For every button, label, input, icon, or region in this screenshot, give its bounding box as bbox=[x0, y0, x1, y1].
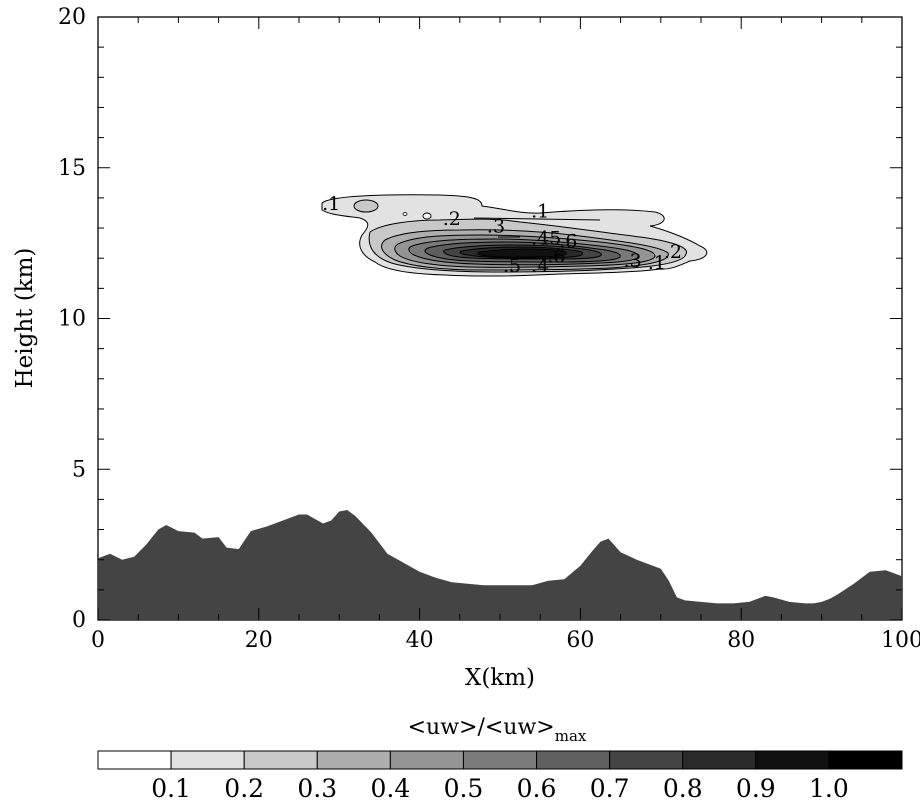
colorbar-boxes bbox=[98, 751, 902, 769]
contour-label: .3 bbox=[487, 216, 505, 238]
contour-island bbox=[423, 213, 431, 219]
colorbar-box bbox=[683, 751, 756, 769]
colorbar-tick-label: 0.7 bbox=[590, 774, 630, 801]
colorbar-tick-label: 0.9 bbox=[736, 774, 776, 801]
terrain-area bbox=[98, 510, 902, 620]
y-tick-label: 5 bbox=[72, 457, 86, 482]
contour-label: .2 bbox=[664, 241, 682, 263]
colorbar-box bbox=[317, 751, 390, 769]
contour-island bbox=[354, 200, 378, 212]
contour-label: .6 bbox=[547, 246, 565, 268]
colorbar: <uw>/<uw>max 0.1 0.2 0.3 0.4 0.5 0.6 0.7 0.8 0.9… bbox=[98, 715, 902, 801]
colorbar-box bbox=[244, 751, 317, 769]
colorbar-title-sub: max bbox=[555, 727, 587, 745]
colorbar-box bbox=[756, 751, 829, 769]
contour-label: .2 bbox=[443, 208, 461, 230]
x-tick-label: 60 bbox=[566, 628, 594, 653]
colorbar-box bbox=[171, 751, 244, 769]
terrain-layer bbox=[98, 510, 902, 620]
contour-label: .3 bbox=[624, 250, 642, 272]
colorbar-tick-label: 0.5 bbox=[444, 774, 484, 801]
x-axis-title: X(km) bbox=[465, 665, 535, 691]
colorbar-box bbox=[98, 751, 171, 769]
colorbar-box bbox=[390, 751, 463, 769]
colorbar-tick-label: 0.8 bbox=[663, 774, 703, 801]
x-tick-label: 80 bbox=[727, 628, 755, 653]
x-tick-label: 100 bbox=[881, 628, 920, 653]
contour-label: .1 bbox=[531, 201, 549, 223]
colorbar-box bbox=[537, 751, 610, 769]
x-tick-label: 40 bbox=[406, 628, 434, 653]
colorbar-box bbox=[610, 751, 683, 769]
y-tick-label: 0 bbox=[72, 608, 86, 633]
x-tick-label: 20 bbox=[245, 628, 273, 653]
contour-label: .5 bbox=[503, 255, 521, 277]
colorbar-tick-label: 0.3 bbox=[297, 774, 337, 801]
plot-frame bbox=[98, 17, 902, 620]
x-tick-label: 0 bbox=[91, 628, 105, 653]
colorbar-title-main: <uw>/<uw> bbox=[408, 715, 555, 740]
colorbar-box bbox=[463, 751, 536, 769]
contour-island bbox=[403, 213, 407, 216]
contour-label: .1 bbox=[322, 193, 340, 215]
colorbar-tick-label: 0.1 bbox=[151, 774, 191, 801]
colorbar-labels: 0.1 0.2 0.3 0.4 0.5 0.6 0.7 0.8 0.9 1.0 bbox=[151, 774, 849, 801]
plot-area: .1.1.2.3.4.5.6.5.4.6.3.1.2 0 20 40 60 80 100 … bbox=[58, 5, 920, 653]
y-tick-label: 20 bbox=[58, 5, 86, 30]
colorbar-tick-label: 1.0 bbox=[809, 774, 849, 801]
colorbar-box bbox=[829, 751, 902, 769]
colorbar-title: <uw>/<uw>max bbox=[408, 715, 587, 745]
y-tick-label: 15 bbox=[58, 156, 86, 181]
y-axis-title: Height (km) bbox=[12, 248, 38, 389]
colorbar-tick-label: 0.2 bbox=[224, 774, 264, 801]
y-tick-label: 10 bbox=[58, 307, 86, 332]
colorbar-tick-label: 0.4 bbox=[370, 774, 410, 801]
colorbar-tick-label: 0.6 bbox=[517, 774, 557, 801]
